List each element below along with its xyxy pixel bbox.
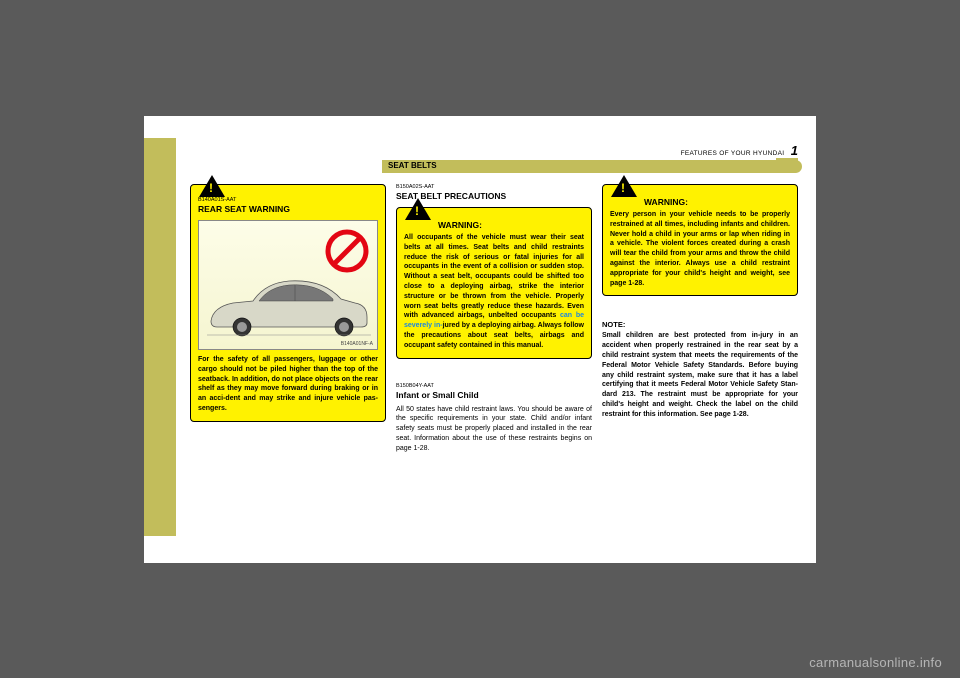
seatbelt-warning-box: WARNING: All occupants of the vehicle mu… [396, 207, 592, 359]
car-illustration: B140A01NF-A [198, 220, 378, 350]
column-2: B150A02S-AAT SEAT BELT PRECAUTIONS WARNI… [396, 184, 592, 454]
warning-label: WARNING: [644, 197, 790, 207]
seatbelt-warning-body: All occupants of the vehicle must wear t… [404, 233, 584, 351]
warning-icon [405, 198, 431, 220]
warning-label: WARNING: [438, 220, 584, 230]
child-warning-box: WARNING: Every person in your vehicle ne… [602, 184, 798, 296]
warning-icon [199, 175, 225, 197]
section-title: SEAT BELTS [388, 161, 437, 170]
code-label: B150A02S-AAT [396, 184, 592, 190]
rear-seat-warning-title: REAR SEAT WARNING [198, 204, 378, 214]
warning-icon [611, 175, 637, 197]
column-3: WARNING: Every person in your vehicle ne… [602, 184, 798, 420]
code-label: B140A01S-AAT [198, 197, 378, 203]
infant-title: Infant or Small Child [396, 390, 592, 400]
rear-seat-warning-box: B140A01S-AAT REAR SEAT WARNING B [190, 184, 386, 422]
chapter-number: 1 [791, 143, 798, 158]
infant-body: All 50 states have child restraint laws.… [396, 405, 592, 454]
section-title-bar: SEAT BELTS [382, 160, 802, 173]
left-accent-band [144, 138, 176, 536]
illustration-code: B140A01NF-A [341, 341, 373, 347]
code-label: B150B04Y-AAT [396, 383, 592, 389]
features-label: FEATURES OF YOUR HYUNDAI [681, 150, 785, 157]
warning-body-part1: All occupants of the vehicle must wear t… [404, 234, 584, 319]
note-body: Small children are best protected from i… [602, 331, 798, 419]
watermark: carmanualsonline.info [809, 655, 942, 670]
sedan-icon [203, 269, 375, 341]
column-1: B140A01S-AAT REAR SEAT WARNING B [190, 184, 386, 432]
prohibition-icon [325, 229, 369, 273]
child-warning-body: Every person in your vehicle needs to be… [610, 210, 790, 288]
note-label: NOTE: [602, 320, 798, 329]
manual-page: FEATURES OF YOUR HYUNDAI 1 21 SEAT BELTS… [144, 116, 816, 563]
rear-seat-warning-body: For the safety of all passengers, luggag… [198, 355, 378, 414]
